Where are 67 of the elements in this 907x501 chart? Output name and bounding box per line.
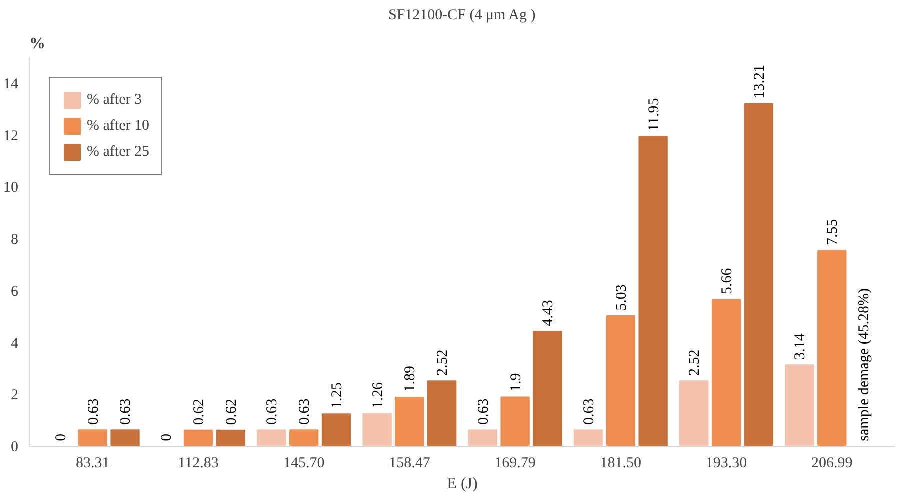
bar xyxy=(257,430,286,446)
annotation: sample demage (45.28%) xyxy=(856,288,873,442)
y-tick-label: 4 xyxy=(11,336,19,352)
data-label: 0.63 xyxy=(582,398,598,425)
legend-label: % after 3 xyxy=(87,92,142,108)
data-label: 0.62 xyxy=(224,398,240,426)
data-label: 5.66 xyxy=(720,268,736,295)
data-label: 2.52 xyxy=(435,350,452,376)
x-tick-label: 83.31 xyxy=(76,456,110,472)
data-label: 0.63 xyxy=(297,398,314,425)
data-label: 0 xyxy=(53,434,70,442)
y-tick-label: 8 xyxy=(11,232,18,248)
data-label: 11.95 xyxy=(646,98,662,132)
legend-label: % after 25 xyxy=(87,144,150,160)
data-label: 2.52 xyxy=(687,350,704,376)
bar xyxy=(712,299,742,446)
bar xyxy=(110,430,140,446)
data-label: 0 xyxy=(159,434,176,442)
bar xyxy=(290,430,319,446)
bar xyxy=(395,396,424,446)
data-label: 1.25 xyxy=(329,382,346,409)
bar xyxy=(680,380,709,446)
bar xyxy=(216,430,246,446)
bar xyxy=(785,364,814,446)
data-label: 4.43 xyxy=(540,300,557,326)
y-tick-label: 6 xyxy=(11,284,19,300)
x-tick-label: 206.99 xyxy=(812,456,853,472)
data-label: 7.55 xyxy=(825,219,842,246)
data-label: 0.63 xyxy=(476,398,492,425)
data-label: 13.21 xyxy=(752,64,768,99)
data-label: 0.63 xyxy=(118,398,134,425)
y-axis-title: % xyxy=(30,36,46,52)
x-tick-label: 158.47 xyxy=(389,456,431,472)
bar xyxy=(362,413,392,446)
x-tick-label: 145.70 xyxy=(283,456,325,472)
data-label: 0.63 xyxy=(264,398,281,425)
x-tick-label: 169.79 xyxy=(494,456,536,472)
bar xyxy=(574,430,604,446)
data-label: 3.14 xyxy=(792,333,809,360)
data-label: 0.62 xyxy=(191,398,208,426)
x-tick-label: 193.30 xyxy=(706,456,748,472)
legend-label: % after 10 xyxy=(87,118,150,134)
bar xyxy=(428,380,457,446)
y-tick-label: 14 xyxy=(4,76,19,92)
x-axis-title: E (J) xyxy=(447,476,478,492)
bar xyxy=(744,103,774,446)
data-label: 0.63 xyxy=(86,398,102,425)
x-tick-label: 112.83 xyxy=(178,456,219,472)
bar xyxy=(533,331,562,446)
bar xyxy=(818,250,847,446)
data-label: 5.03 xyxy=(614,284,630,311)
y-tick-label: 12 xyxy=(4,128,18,144)
y-tick-label: 2 xyxy=(11,388,18,404)
data-label: 1.89 xyxy=(402,366,419,392)
bar xyxy=(500,396,530,446)
bar xyxy=(468,430,498,446)
bar xyxy=(606,316,636,446)
y-tick-label: 0 xyxy=(11,440,18,456)
y-tick-label: 10 xyxy=(4,180,18,196)
chart-title: SF12100-CF (4 μm Ag ) xyxy=(388,8,536,24)
bar xyxy=(638,136,668,446)
data-label: 1.9 xyxy=(508,373,524,392)
bar xyxy=(322,414,352,446)
bar xyxy=(184,430,214,446)
bar xyxy=(78,430,108,446)
x-tick-label: 181.50 xyxy=(600,456,642,472)
data-label: 1.26 xyxy=(370,382,386,409)
